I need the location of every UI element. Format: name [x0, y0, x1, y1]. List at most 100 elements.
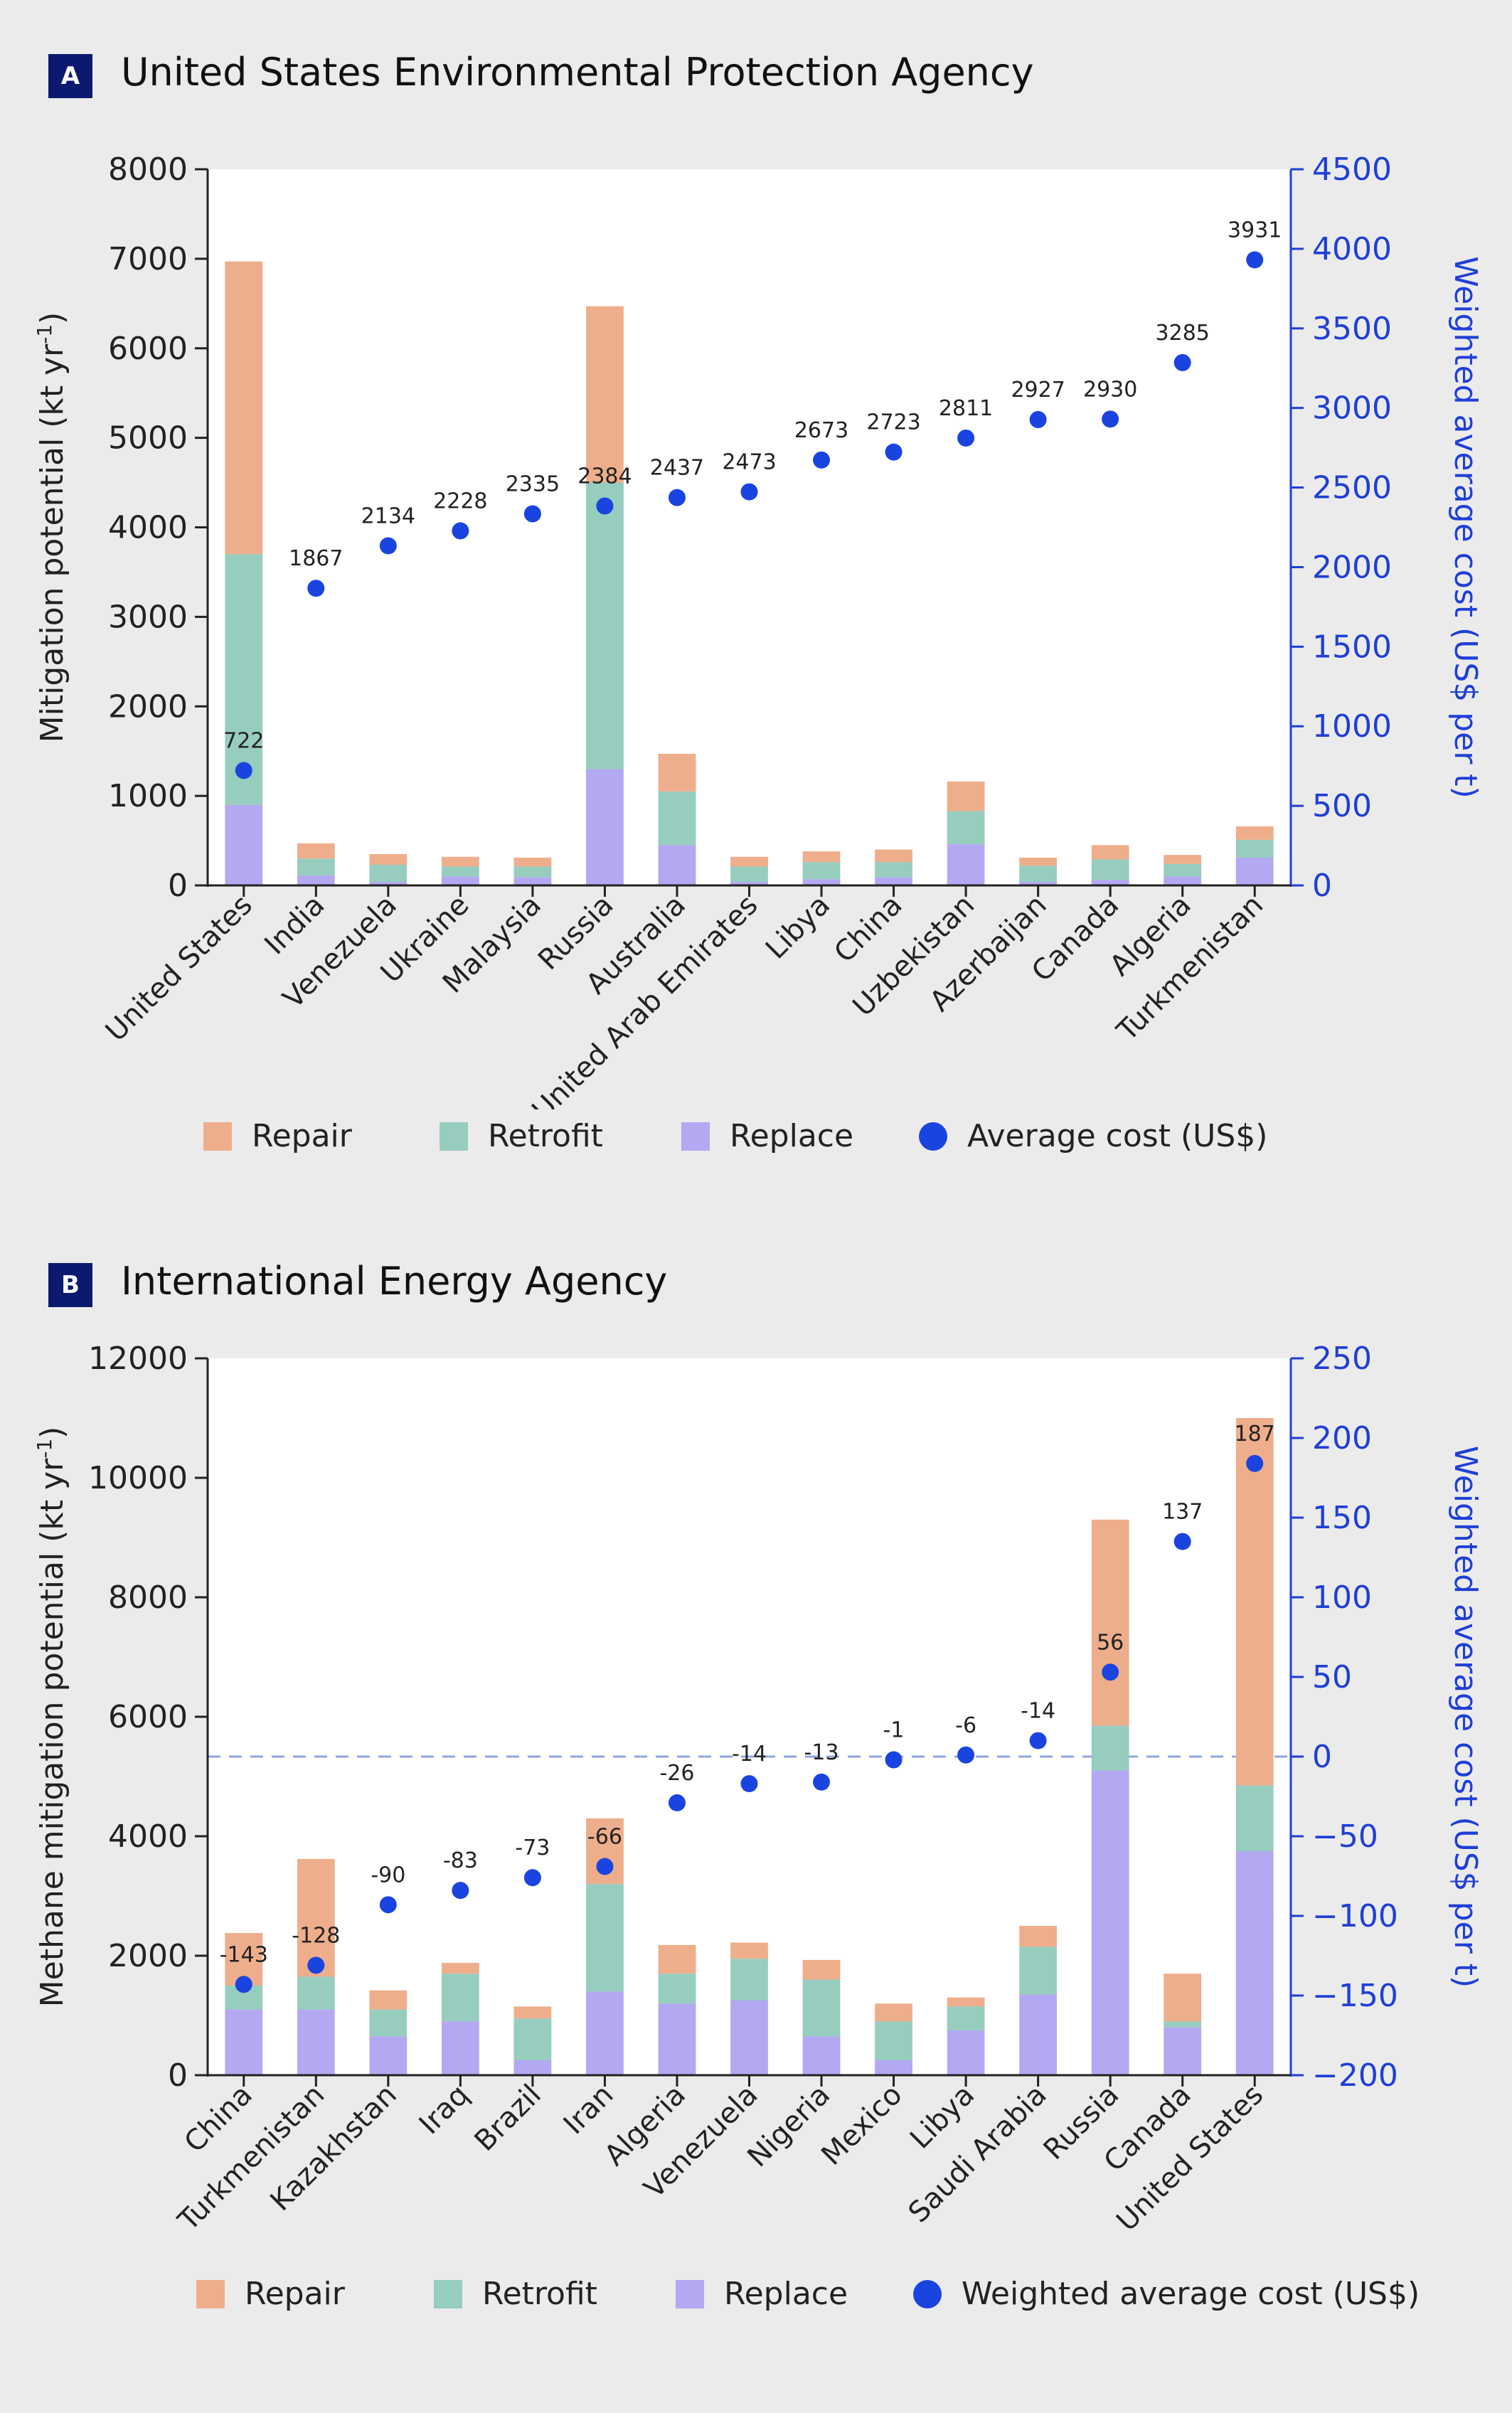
bar-retrofit	[802, 1979, 841, 2037]
cost-label: 2384	[577, 464, 632, 489]
y-tick-label-right: 100	[1312, 1580, 1372, 1616]
cost-point	[1246, 1454, 1264, 1472]
y-tick-label-left: 10000	[88, 1460, 188, 1496]
y-tick-label-right: 500	[1312, 788, 1372, 824]
y-tick-label-left: 8000	[108, 1580, 188, 1616]
bar-repair	[875, 2003, 912, 2022]
bar-retrofit	[441, 866, 479, 877]
bar-retrofit	[1091, 859, 1129, 880]
y-tick-label-left: 6000	[108, 1699, 188, 1735]
y-axis-title-text: Mitigation potential (kt yr	[34, 343, 70, 742]
x-tick-label: Brazil	[469, 2079, 548, 2158]
y-tick-label-right: 0	[1312, 1739, 1332, 1775]
legend-cost-label: Weighted average cost (US$)	[962, 2276, 1420, 2312]
bar-replace	[1164, 876, 1202, 885]
cost-label: -14	[732, 1742, 767, 1767]
y-axis-title-superscript: -1	[33, 324, 56, 344]
y-tick-label-right: 3000	[1312, 390, 1392, 427]
cost-point	[379, 1896, 397, 1914]
y-tick-label-left: 2000	[108, 688, 188, 725]
cost-point	[1173, 353, 1191, 371]
bar-repair	[1091, 845, 1129, 860]
panel-b-chart: 020004000600080001000012000−200−150−100−…	[33, 1341, 1484, 2238]
bar-replace	[441, 2021, 479, 2075]
bar-repair	[1091, 1519, 1129, 1726]
bar-retrofit	[586, 482, 624, 769]
y-tick-label-right: 150	[1312, 1500, 1372, 1536]
cost-label: -128	[292, 1923, 340, 1948]
bar-retrofit	[802, 862, 841, 880]
bar-replace	[297, 2009, 335, 2075]
bar-replace	[658, 2003, 696, 2075]
cost-point	[523, 505, 541, 523]
bar-replace	[947, 2030, 985, 2075]
bar-retrofit	[658, 791, 696, 846]
bar-retrofit	[586, 1884, 624, 1992]
cost-point	[307, 580, 325, 597]
bar-replace	[1091, 880, 1129, 885]
y-tick-label-left: 1000	[108, 778, 188, 814]
y-axis-title-right: Weighted average cost (US$ per t)	[1447, 1446, 1484, 1988]
cost-point	[740, 1775, 758, 1793]
cost-point	[1029, 411, 1047, 429]
y-tick-label-right: −200	[1312, 2057, 1398, 2094]
cost-label: 2930	[1083, 377, 1137, 402]
bar-retrofit	[369, 2009, 408, 2037]
x-tick-label: Iraq	[413, 2079, 476, 2141]
y-tick-label-right: 3500	[1312, 311, 1392, 347]
bar-retrofit	[297, 1976, 335, 2010]
legend-repair: Repair	[196, 2276, 345, 2312]
bar-repair	[658, 753, 696, 792]
bar-retrofit	[513, 866, 552, 878]
cost-point	[885, 443, 903, 461]
y-axis-title-left: Mitigation potential (kt yr-1)	[33, 312, 71, 743]
replace-swatch	[676, 2279, 704, 2308]
x-tick-label: Nigeria	[741, 2079, 836, 2174]
bar-repair	[225, 261, 263, 555]
bar-repair	[369, 1990, 408, 2010]
bar-repair	[1164, 1973, 1202, 2022]
panel-a-chart: 0 1000 2000 3000 4000 5000 6000 7000 8000 0 500 100…	[33, 151, 1484, 1109]
repair-swatch	[196, 2279, 225, 2308]
y-axis-title-text: Methane mitigation potential (kt yr	[34, 1458, 70, 2007]
legend-cost: Average cost (US$)	[919, 1118, 1267, 1154]
cost-label: 2811	[939, 396, 993, 421]
bar-replace	[586, 1991, 624, 2075]
bar-replace	[297, 875, 335, 885]
cost-label: 1867	[289, 546, 343, 571]
cost-label: 2134	[361, 504, 415, 528]
cost-point	[452, 1882, 469, 1900]
bar-replace	[875, 877, 912, 885]
bar-repair	[297, 843, 335, 859]
panel-a-title: United States Environmental Protection A…	[121, 50, 1034, 95]
legend-retrofit: Retrofit	[440, 1118, 603, 1154]
y-axis-title-superscript: -1	[33, 1439, 56, 1459]
bar-replace	[369, 881, 408, 885]
bar-replace	[1091, 1770, 1129, 2075]
bar-retrofit	[369, 865, 408, 882]
cost-label: -143	[220, 1942, 268, 1967]
cost-point	[1029, 1732, 1047, 1749]
bar-retrofit	[1164, 2021, 1202, 2028]
x-tick-label: Mexico	[815, 2079, 908, 2172]
y-tick-label-right: 2000	[1312, 549, 1392, 585]
cost-label: 722	[223, 728, 264, 753]
bar-retrofit	[875, 2021, 912, 2060]
cost-point	[668, 1794, 686, 1811]
bar-repair	[1235, 826, 1274, 840]
bar-retrofit	[297, 858, 335, 876]
cost-label: -73	[515, 1836, 550, 1860]
bar-repair	[441, 856, 479, 867]
y-tick-label-left: 2000	[108, 1938, 188, 1974]
bar-repair	[1019, 1926, 1058, 1947]
y-tick-label-right: 1000	[1312, 708, 1392, 745]
y-tick-label-right: 1500	[1312, 629, 1392, 665]
y-tick-label-right: −100	[1312, 1898, 1398, 1934]
bar-repair	[513, 857, 552, 867]
cost-label: 2437	[650, 456, 704, 481]
panel-a-legend: Repair Retrofit Replace Average cost (US…	[0, 1118, 1512, 1175]
legend-replace-label: Replace	[730, 1118, 854, 1154]
bar-replace	[441, 876, 479, 885]
repair-swatch	[203, 1122, 232, 1151]
bar-retrofit	[1164, 863, 1202, 877]
